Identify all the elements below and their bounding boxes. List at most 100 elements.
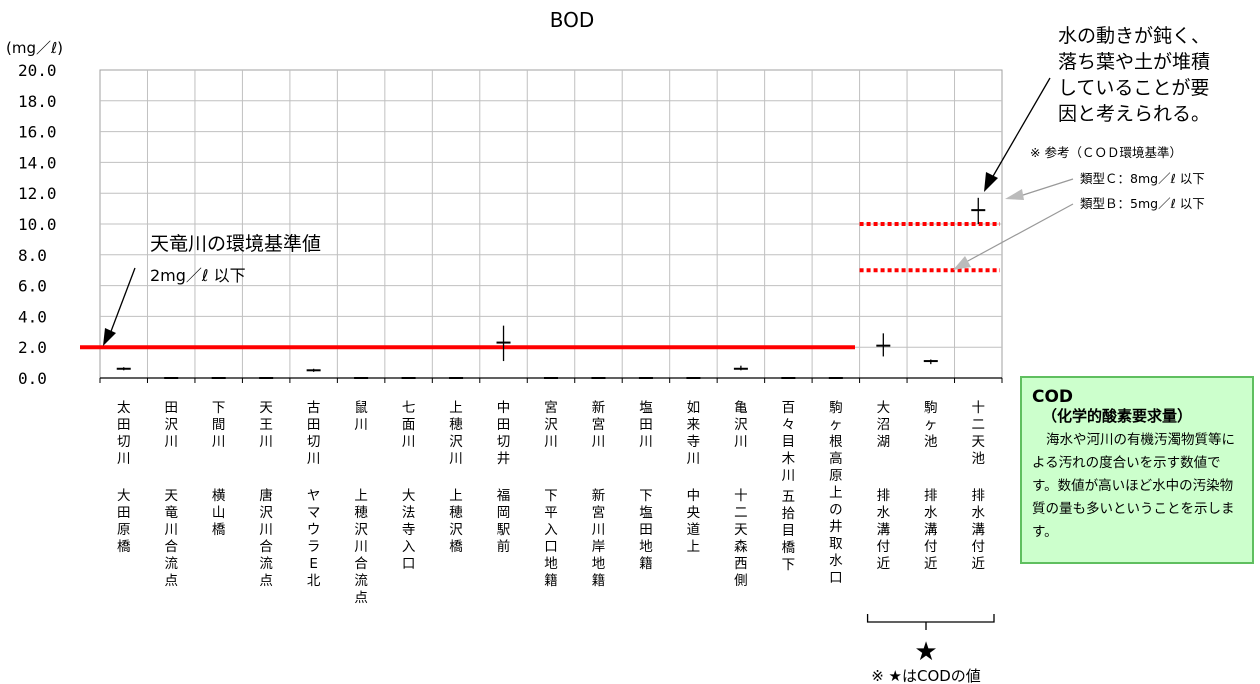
x-tick-label-site: 平 bbox=[544, 505, 558, 521]
x-tick-label-site: 原 bbox=[117, 522, 131, 538]
x-tick-label-site: 北 bbox=[307, 573, 321, 589]
x-tick-label-site: 唐 bbox=[259, 487, 273, 504]
x-tick-label-river: 駒 bbox=[829, 400, 843, 416]
x-tick-label-river: 宮 bbox=[592, 417, 606, 433]
x-tick-label-river: 来 bbox=[687, 417, 701, 433]
x-tick-label-river: 川 bbox=[354, 417, 368, 433]
x-tick-label-site: 付 bbox=[877, 539, 891, 555]
x-tick-label-site: 大 bbox=[117, 488, 131, 504]
x-tick-label-site: 下 bbox=[782, 557, 796, 573]
x-tick-label-river: 駒 bbox=[924, 400, 938, 416]
x-tick-label-river: の bbox=[829, 502, 843, 518]
cod-definition-box: COD （化学的酸素要求量） 海水や河川の有機汚濁物質等による汚れの度合いを示す… bbox=[1020, 376, 1254, 564]
x-tick-label-river: 川 bbox=[687, 451, 701, 467]
x-tick-label-river: 沢 bbox=[449, 434, 463, 450]
x-tick-label-river: 鼠 bbox=[354, 400, 368, 416]
x-tick-label-site: 新 bbox=[592, 488, 606, 504]
x-tick-label-river: 取 bbox=[829, 536, 843, 552]
cause-arrow-head bbox=[984, 172, 998, 192]
x-tick-label-site: 入 bbox=[544, 522, 558, 538]
x-tick-label-river: 川 bbox=[544, 434, 558, 450]
x-tick-label-river: 間 bbox=[212, 417, 226, 433]
x-tick-label-river: 十 bbox=[972, 400, 986, 416]
x-tick-label-river: 々 bbox=[782, 417, 796, 433]
y-axis-unit: (mg／ℓ) bbox=[6, 39, 63, 57]
x-tick-label-site: 沢 bbox=[449, 522, 463, 538]
x-tick-label-river: 沼 bbox=[877, 417, 891, 433]
x-tick-label-river: 田 bbox=[307, 417, 321, 433]
y-tick-label: 14.0 bbox=[18, 153, 57, 172]
x-tick-label-river: 上 bbox=[449, 400, 463, 416]
x-tick-label-river: 宮 bbox=[544, 400, 558, 416]
y-tick-label: 12.0 bbox=[18, 184, 57, 203]
x-tick-label-river: 切 bbox=[117, 434, 131, 450]
cod-reference-title: ※ 参考（ＣＯＤ環境基準） bbox=[1030, 145, 1182, 160]
x-tick-label-river: 亀 bbox=[734, 400, 748, 416]
x-tick-label-river: 王 bbox=[259, 417, 273, 433]
x-tick-label-river: 上 bbox=[829, 485, 843, 501]
cod-c-pointer-line bbox=[1019, 178, 1074, 197]
x-tick-label-site: 流 bbox=[259, 556, 273, 572]
x-tick-label-river: ヶ bbox=[829, 417, 843, 433]
x-tick-label-site: 溝 bbox=[924, 522, 938, 538]
y-tick-label: 10.0 bbox=[18, 215, 57, 234]
x-tick-label-site: 横 bbox=[212, 488, 226, 504]
x-tick-label-river: 天 bbox=[259, 400, 273, 416]
x-tick-label-site: 側 bbox=[734, 573, 748, 589]
x-tick-label-river: 川 bbox=[402, 434, 416, 450]
x-tick-label-river: 高 bbox=[829, 450, 843, 467]
x-tick-label-site: 竜 bbox=[164, 504, 178, 521]
x-tick-label-river: 切 bbox=[497, 434, 511, 450]
x-tick-label-river: 百 bbox=[782, 400, 796, 416]
x-tick-label-river: ヶ bbox=[924, 417, 938, 433]
x-tick-label-river: 川 bbox=[734, 434, 748, 450]
x-tick-label-site: 寺 bbox=[402, 522, 416, 538]
x-tick-label-river: 塩 bbox=[639, 400, 653, 416]
x-tick-label-river: 池 bbox=[972, 451, 986, 467]
x-tick-label-river: 川 bbox=[164, 434, 178, 450]
cod-group-bracket bbox=[866, 614, 995, 623]
x-tick-label-site: 中 bbox=[687, 488, 701, 504]
x-tick-label-site: 天 bbox=[164, 488, 178, 504]
x-tick-label-river: 川 bbox=[212, 434, 226, 450]
x-tick-label-site: 排 bbox=[877, 488, 891, 504]
cod-c-pointer-head bbox=[1005, 189, 1024, 200]
y-tick-label: 16.0 bbox=[18, 123, 57, 142]
x-tick-label-river: 木 bbox=[782, 451, 796, 467]
x-tick-label-river: 二 bbox=[972, 417, 986, 433]
x-tick-label-river: 沢 bbox=[734, 417, 748, 433]
y-tick-label: 0.0 bbox=[18, 369, 47, 388]
x-tick-label-site: 点 bbox=[354, 590, 368, 606]
x-tick-label-site: 排 bbox=[924, 488, 938, 504]
x-tick-label-site: 点 bbox=[164, 573, 178, 589]
cod-b-pointer-head bbox=[953, 256, 971, 270]
x-tick-label-site: 上 bbox=[449, 488, 463, 504]
reference-label-value: 2mg／ℓ 以下 bbox=[150, 266, 246, 285]
x-tick-label-site: 西 bbox=[734, 556, 748, 572]
x-tick-label-site: 森 bbox=[734, 539, 748, 555]
x-tick-label-site: 川 bbox=[592, 522, 606, 538]
x-tick-label-site: 溝 bbox=[972, 522, 986, 538]
x-tick-label-river: 口 bbox=[829, 570, 843, 586]
x-tick-label-river: 湖 bbox=[877, 434, 891, 450]
x-tick-label-site: 川 bbox=[259, 522, 273, 538]
x-tick-label-site: 二 bbox=[734, 505, 748, 521]
x-tick-label-site: 下 bbox=[639, 488, 653, 504]
x-tick-label-site: 橋 bbox=[117, 539, 131, 555]
x-tick-label-river: 川 bbox=[449, 451, 463, 467]
cause-arrow-line bbox=[991, 77, 1051, 179]
x-tick-label-river: 川 bbox=[117, 451, 131, 467]
x-tick-label-site: 大 bbox=[402, 488, 416, 504]
x-tick-label-site: 橋 bbox=[449, 539, 463, 555]
x-tick-label-river: 沢 bbox=[164, 417, 178, 433]
x-tick-label-site: マ bbox=[307, 505, 321, 521]
cod-reference-type-b: 類型Ｂ：5mg／ℓ 以下 bbox=[1080, 196, 1205, 211]
x-tick-label-river: 井 bbox=[829, 519, 843, 535]
x-tick-label-site: 五 bbox=[782, 489, 796, 505]
x-tick-label-river: 根 bbox=[829, 434, 843, 450]
reference-label-title: 天竜川の環境基準値 bbox=[150, 233, 321, 255]
y-tick-label: 20.0 bbox=[18, 61, 57, 80]
x-tick-label-site: 穂 bbox=[354, 505, 368, 521]
x-tick-label-river: 田 bbox=[117, 417, 131, 433]
